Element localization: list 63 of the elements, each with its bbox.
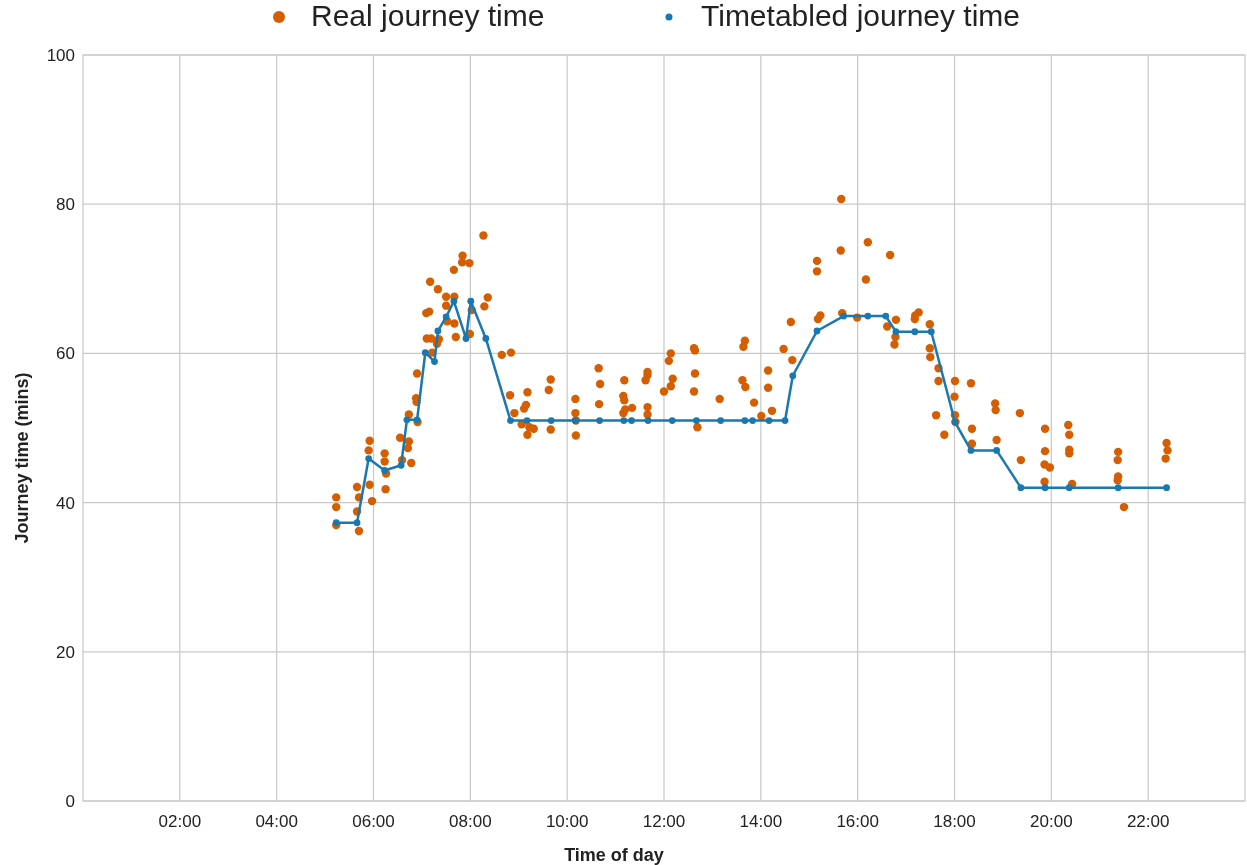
point bbox=[431, 358, 438, 366]
point bbox=[882, 312, 890, 320]
y-tick-label: 100 bbox=[46, 46, 75, 65]
point bbox=[353, 519, 361, 527]
point bbox=[813, 327, 821, 335]
point bbox=[1114, 484, 1122, 492]
point bbox=[644, 417, 652, 424]
point bbox=[840, 312, 848, 320]
point bbox=[693, 417, 700, 424]
point bbox=[442, 313, 450, 321]
point bbox=[482, 335, 490, 342]
x-tick-label: 22:00 bbox=[1126, 812, 1170, 831]
x-tick-label: 14:00 bbox=[739, 812, 783, 831]
point bbox=[1017, 484, 1025, 492]
x-tick-label: 16:00 bbox=[836, 812, 879, 831]
x-tick-label: 02:00 bbox=[158, 812, 202, 831]
point bbox=[421, 349, 429, 357]
point bbox=[403, 416, 411, 424]
x-tick-label: 04:00 bbox=[255, 812, 298, 831]
point bbox=[507, 417, 514, 424]
point bbox=[668, 417, 676, 424]
legend-label: Timetabled journey time bbox=[701, 0, 1021, 32]
point bbox=[892, 328, 900, 336]
point bbox=[717, 417, 725, 424]
point bbox=[993, 446, 1001, 454]
point bbox=[381, 467, 389, 474]
y-tick-label: 40 bbox=[56, 493, 75, 513]
x-tick-label: 06:00 bbox=[352, 812, 395, 831]
y-tick-label: 0 bbox=[65, 792, 75, 811]
point bbox=[911, 328, 919, 336]
point bbox=[467, 297, 475, 305]
x-tick-label: 20:00 bbox=[1030, 812, 1073, 831]
point bbox=[781, 417, 789, 424]
point bbox=[1065, 484, 1073, 492]
point bbox=[628, 417, 635, 424]
point bbox=[789, 372, 797, 380]
y-tick-label: 60 bbox=[56, 344, 75, 364]
point bbox=[927, 328, 935, 336]
x-tick-label: 10:00 bbox=[545, 812, 589, 831]
legend-label: Real journey time bbox=[311, 0, 545, 32]
point bbox=[397, 461, 405, 469]
point bbox=[1163, 484, 1170, 492]
x-tick-label: 12:00 bbox=[642, 812, 686, 831]
point bbox=[620, 417, 628, 424]
point bbox=[765, 417, 773, 424]
x-tick-label: 18:00 bbox=[933, 812, 976, 831]
x-axis-title: Time of day bbox=[564, 845, 664, 865]
y-tick-label: 20 bbox=[56, 642, 75, 662]
y-tick-label: 80 bbox=[56, 195, 75, 215]
point bbox=[596, 417, 604, 424]
point bbox=[749, 417, 756, 424]
point bbox=[523, 417, 531, 424]
point bbox=[365, 455, 373, 462]
point bbox=[547, 417, 555, 424]
y-axis-title: Journey time (mins) bbox=[12, 372, 32, 544]
point bbox=[741, 417, 749, 424]
point bbox=[864, 312, 872, 320]
point bbox=[462, 335, 470, 342]
point bbox=[434, 327, 442, 335]
point bbox=[967, 446, 975, 454]
point bbox=[1041, 484, 1049, 492]
point bbox=[450, 297, 458, 305]
x-tick-label: 08:00 bbox=[449, 812, 492, 831]
